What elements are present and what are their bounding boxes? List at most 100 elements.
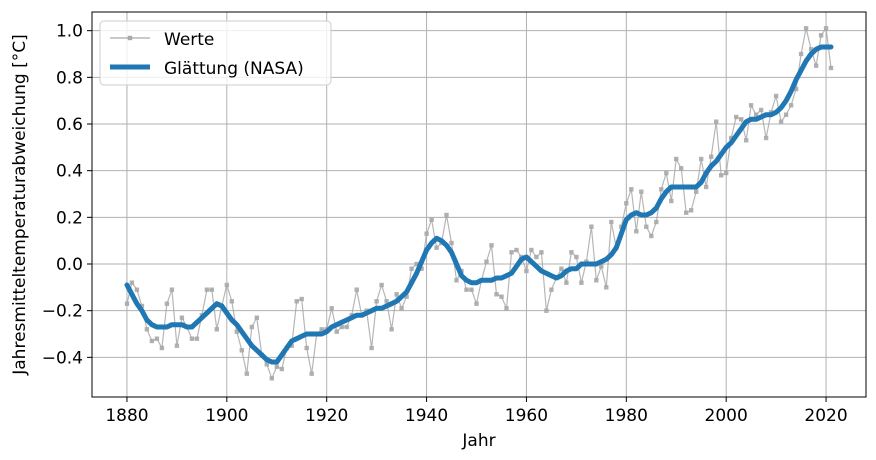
x-tick-label: 1960 [505,406,548,426]
series-layer [124,26,834,381]
werte-point [489,243,494,248]
werte-point [399,306,404,311]
y-tick-label: 0.6 [56,115,83,135]
werte-point [144,327,150,332]
werte-point [758,107,764,113]
werte-point [159,345,165,351]
x-tick-label: 1880 [105,406,148,426]
x-axis: 1880 1900 1920 1940 1960 1980 2000 2020 [105,397,848,426]
werte-point [434,245,439,250]
werte-point [279,366,284,372]
werte-point [574,254,579,260]
werte-point [763,135,769,141]
werte-point [679,166,684,171]
werte-point [204,287,210,292]
werte-point [539,250,544,255]
werte-point [209,287,214,292]
x-axis-label: Jahr [461,431,495,451]
werte-point [419,266,424,271]
werte-point [778,119,784,124]
werte-point [154,336,160,341]
x-tick-label: 1920 [305,406,348,426]
werte-point [674,156,679,162]
werte-point [214,327,219,332]
werte-point [514,247,519,253]
y-axis-label: Jahresmitteltemperaturabweichung [°C] [10,34,30,376]
x-tick-label: 1940 [405,406,448,426]
series-werte-line [126,26,832,380]
y-tick-label: −0.2 [42,302,83,322]
y-tick-label: −0.4 [42,348,83,368]
werte-point [264,362,269,367]
werte-point [609,219,614,225]
werte-point [529,247,534,253]
werte-point [704,184,709,190]
werte-point [449,240,454,246]
werte-point [544,308,549,313]
werte-point [684,210,689,215]
werte-point [229,299,234,304]
werte-point [234,329,239,334]
werte-point [379,282,384,288]
werte-point [244,371,249,376]
werte-point [474,301,479,306]
werte-point [169,287,175,292]
werte-point [484,259,489,264]
werte-point [724,170,729,176]
werte-point [828,65,834,71]
werte-point [748,103,754,108]
y-tick-label: 0.0 [56,255,83,275]
legend-box [99,20,332,86]
werte-point [289,343,294,348]
werte-point [134,287,140,292]
werte-point [709,154,714,159]
werte-point [444,212,449,218]
werte-point [509,250,514,255]
werte-point [499,294,504,299]
werte-point [274,364,279,369]
werte-point [469,287,474,292]
werte-point [334,329,339,334]
y-axis: −0.4 −0.2 0.0 0.2 0.4 0.6 0.8 1.0 [42,22,92,368]
werte-point [354,287,359,292]
werte-point [224,282,229,288]
werte-point [753,112,759,117]
werte-point [669,198,674,204]
werte-point [394,292,399,297]
y-tick-label: 1.0 [56,22,83,42]
werte-point [454,278,459,283]
werte-point [664,170,669,176]
x-tick-label: 2020 [804,406,847,426]
werte-point [319,327,324,332]
series-glaettung-line [124,44,834,365]
werte-point [729,135,734,141]
werte-point [699,156,704,162]
werte-point [549,287,554,292]
werte-point [149,338,155,344]
werte-point [818,33,824,38]
werte-point [194,336,200,341]
werte-point [599,264,604,269]
werte-point [644,224,649,229]
werte-point [783,112,789,117]
werte-point [179,315,185,320]
werte-point [559,266,564,271]
werte-point [604,285,609,290]
werte-point [689,208,694,213]
werte-point [404,294,409,299]
werte-point [339,324,344,330]
werte-point [694,189,699,194]
werte-point [744,138,749,143]
werte-point [654,219,659,225]
werte-point [384,299,389,304]
werte-point [803,26,809,31]
werte-point [344,324,349,330]
werte-point [124,301,130,306]
werte-point [594,278,599,283]
werte-point [734,114,739,120]
werte-point [429,217,434,222]
werte-point [249,324,254,330]
werte-point [569,250,574,255]
werte-point [409,266,414,271]
x-tick-label: 1900 [205,406,248,426]
